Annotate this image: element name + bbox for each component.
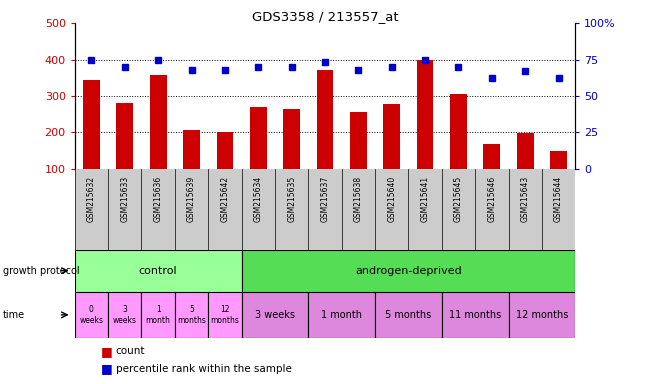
Bar	[216, 132, 233, 169]
Bar	[283, 109, 300, 169]
Bar	[75, 250, 242, 292]
Text: ■: ■	[101, 345, 112, 358]
Bar	[75, 292, 108, 338]
Bar	[517, 133, 534, 169]
Text: GSM215646: GSM215646	[488, 175, 497, 222]
Text: 11 months: 11 months	[449, 310, 501, 320]
Text: GDS3358 / 213557_at: GDS3358 / 213557_at	[252, 10, 398, 23]
Text: GSM215637: GSM215637	[320, 175, 330, 222]
Text: GSM215643: GSM215643	[521, 175, 530, 222]
Bar	[417, 60, 434, 169]
Text: GSM215635: GSM215635	[287, 175, 296, 222]
Bar	[317, 70, 333, 169]
Text: 0
weeks: 0 weeks	[79, 305, 103, 324]
Text: 12
months: 12 months	[211, 305, 239, 324]
Text: 5
months: 5 months	[177, 305, 206, 324]
Text: GSM215634: GSM215634	[254, 175, 263, 222]
Text: GSM215642: GSM215642	[220, 175, 229, 222]
Text: GSM215638: GSM215638	[354, 175, 363, 222]
Bar	[308, 292, 375, 338]
Bar	[142, 292, 175, 338]
Bar	[442, 292, 508, 338]
Bar	[384, 104, 400, 169]
Text: ■: ■	[101, 362, 112, 375]
Text: GSM215639: GSM215639	[187, 175, 196, 222]
Text: 1 month: 1 month	[321, 310, 362, 320]
Bar	[150, 75, 166, 169]
Bar	[208, 292, 242, 338]
Text: 3 weeks: 3 weeks	[255, 310, 295, 320]
Text: 5 months: 5 months	[385, 310, 432, 320]
Text: GSM215633: GSM215633	[120, 175, 129, 222]
Bar	[183, 130, 200, 169]
Text: 1
month: 1 month	[146, 305, 170, 324]
Text: 3
weeks: 3 weeks	[113, 305, 136, 324]
Bar	[508, 292, 575, 338]
Text: count: count	[116, 346, 145, 356]
Bar	[242, 292, 308, 338]
Bar	[83, 79, 100, 169]
Text: growth protocol: growth protocol	[3, 266, 80, 276]
Text: GSM215640: GSM215640	[387, 175, 396, 222]
Text: GSM215645: GSM215645	[454, 175, 463, 222]
Bar	[116, 103, 133, 169]
Text: percentile rank within the sample: percentile rank within the sample	[116, 364, 292, 374]
Text: control: control	[139, 266, 177, 276]
Text: time: time	[3, 310, 25, 320]
Text: GSM215636: GSM215636	[153, 175, 162, 222]
Bar	[375, 292, 442, 338]
Text: GSM215644: GSM215644	[554, 175, 563, 222]
Text: 12 months: 12 months	[515, 310, 568, 320]
Text: androgen-deprived: androgen-deprived	[355, 266, 462, 276]
Bar	[550, 151, 567, 169]
Bar	[250, 107, 266, 169]
Bar	[350, 112, 367, 169]
Text: GSM215641: GSM215641	[421, 175, 430, 222]
Bar	[242, 250, 575, 292]
Bar	[175, 292, 208, 338]
Bar	[450, 94, 467, 169]
Bar	[108, 292, 142, 338]
Bar	[484, 144, 501, 169]
Text: GSM215632: GSM215632	[87, 175, 96, 222]
